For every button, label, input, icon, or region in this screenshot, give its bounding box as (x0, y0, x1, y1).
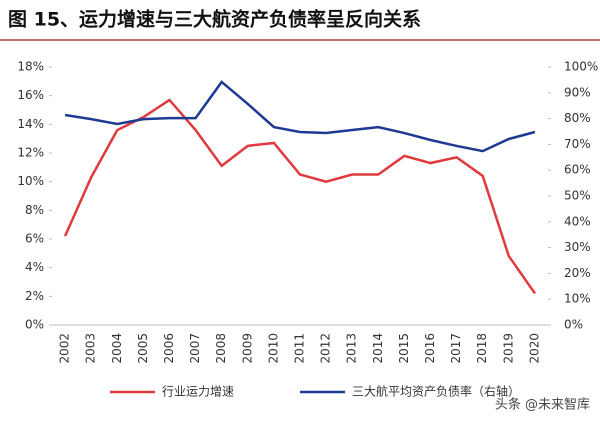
x-tick-label: 2012 (319, 333, 333, 364)
y-tick-label: 10% (17, 174, 44, 188)
y2-tick-label: 50% (564, 189, 591, 203)
y2-tick-label: 60% (564, 163, 591, 177)
x-tick-label: 2007 (188, 333, 202, 364)
x-tick-label: 2004 (110, 333, 124, 364)
y-tick-label: 12% (17, 146, 44, 160)
y2-tick-label: 10% (564, 292, 591, 306)
y2-tick-label: 30% (564, 240, 591, 254)
y2-tick-label: 90% (564, 85, 591, 99)
y2-tick-label: 0% (564, 318, 583, 332)
y2-tick-label: 80% (564, 111, 591, 125)
legend-label: 三大航平均资产负债率（右轴） (352, 384, 520, 399)
x-tick-label: 2020 (527, 333, 541, 364)
x-tick-label: 2005 (136, 333, 150, 364)
watermark: 头条 @未来智库 (495, 397, 590, 413)
y2-tick-label: 70% (564, 137, 591, 151)
y2-tick-label: 20% (564, 266, 591, 280)
x-tick-label: 2008 (214, 333, 228, 364)
y-tick-label: 18% (17, 60, 44, 74)
y-tick-label: 0% (25, 318, 44, 332)
series-line (63, 98, 536, 295)
x-tick-label: 2019 (501, 333, 515, 364)
x-tick-label: 2013 (345, 333, 359, 364)
x-tick-label: 2011 (293, 333, 307, 364)
x-tick-label: 2017 (449, 333, 463, 364)
y-tick-label: 2% (25, 289, 44, 303)
x-tick-label: 2014 (371, 333, 385, 364)
x-tick-label: 2010 (266, 333, 280, 364)
chart-title: 图 15、运力增速与三大航资产负债率呈反向关系 (8, 8, 421, 31)
x-tick-label: 2016 (423, 333, 437, 364)
y2-tick-label: 100% (564, 60, 598, 74)
y-tick-label: 8% (25, 203, 44, 217)
x-tick-label: 2018 (475, 333, 489, 364)
x-tick-label: 2009 (240, 333, 254, 364)
legend-label: 行业运力增速 (162, 385, 234, 399)
x-tick-label: 2006 (162, 333, 176, 364)
series-line (64, 80, 536, 153)
y-tick-label: 6% (25, 232, 44, 246)
y-tick-label: 16% (17, 88, 44, 102)
x-tick-label: 2002 (58, 333, 72, 364)
y-tick-label: 4% (25, 260, 44, 274)
x-tick-label: 2015 (397, 333, 411, 364)
y-tick-label: 14% (17, 117, 44, 131)
x-tick-label: 2003 (84, 333, 98, 364)
y2-tick-label: 40% (564, 214, 591, 228)
